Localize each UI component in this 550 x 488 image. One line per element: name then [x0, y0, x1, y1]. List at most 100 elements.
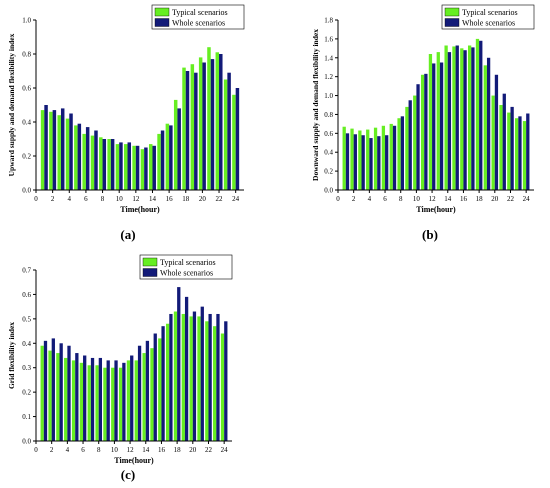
bar-typical-5 — [74, 125, 78, 190]
bar-typical-17 — [165, 323, 170, 441]
x-tick-label: 6 — [81, 446, 85, 454]
bar-whole-13 — [137, 345, 142, 441]
bar-whole-11 — [424, 73, 428, 190]
bar-whole-1 — [43, 340, 48, 441]
bar-whole-15 — [153, 333, 157, 441]
y-tick-label: 1.6 — [324, 35, 333, 43]
x-tick-label: 2 — [50, 446, 54, 454]
bar-whole-6 — [85, 127, 90, 190]
bar-typical-22 — [205, 321, 209, 441]
x-tick-label: 4 — [68, 195, 72, 203]
bar-typical-22 — [507, 112, 511, 190]
bar-whole-10 — [416, 84, 420, 190]
y-tick-label: 0.6 — [324, 130, 333, 138]
x-tick-label: 20 — [189, 446, 197, 454]
bar-whole-22 — [219, 54, 223, 190]
bar-typical-24 — [220, 333, 225, 441]
bar-whole-13 — [439, 62, 444, 190]
bar-typical-3 — [358, 130, 362, 190]
bar-whole-7 — [90, 357, 95, 441]
x-tick-label: 0 — [34, 446, 38, 454]
x-axis-label: Time(hour) — [120, 205, 160, 214]
bar-typical-3 — [56, 353, 60, 441]
bar-typical-18 — [475, 38, 480, 190]
bar-whole-9 — [110, 139, 115, 190]
x-tick-label: 0 — [34, 195, 38, 203]
bar-typical-24 — [522, 121, 527, 190]
bar-typical-13 — [436, 52, 440, 190]
bar-whole-16 — [463, 50, 467, 190]
bar-whole-8 — [400, 116, 405, 190]
bar-typical-19 — [190, 64, 195, 190]
x-tick-label: 24 — [221, 446, 229, 454]
bar-typical-16 — [158, 338, 162, 441]
bar-typical-5 — [71, 360, 76, 441]
bar-whole-19 — [194, 72, 198, 190]
legend: Typical scenarios Whole scenarios — [139, 254, 233, 280]
bar-whole-22 — [208, 313, 212, 441]
legend-label: Whole scenarios — [462, 19, 515, 28]
x-tick-label: 22 — [205, 446, 213, 454]
x-tick-label: 12 — [127, 446, 135, 454]
bar-whole-14 — [145, 340, 150, 441]
y-tick-label: 0.6 — [22, 291, 31, 299]
bar-typical-11 — [420, 74, 425, 190]
bar-typical-8 — [99, 137, 103, 190]
bar-typical-21 — [207, 47, 211, 191]
bar-typical-8 — [397, 118, 401, 190]
legend-swatch — [154, 7, 170, 17]
x-tick-label: 2 — [51, 195, 55, 203]
panel-label-c: (c) — [121, 467, 135, 482]
bar-typical-23 — [213, 326, 217, 441]
bar-whole-1 — [345, 133, 350, 190]
bar-whole-11 — [127, 142, 132, 190]
x-tick-label: 8 — [97, 446, 101, 454]
bar-whole-1 — [44, 105, 48, 190]
legend-swatch — [142, 268, 158, 277]
bar-typical-12 — [428, 54, 433, 190]
bar-whole-14 — [447, 52, 452, 190]
bar-typical-2 — [48, 350, 52, 441]
x-tick-label: 20 — [491, 195, 499, 203]
bar-typical-4 — [366, 129, 370, 190]
bar-whole-22 — [510, 106, 514, 190]
bar-typical-10 — [115, 144, 120, 190]
bar-typical-16 — [460, 48, 464, 190]
bar-typical-18 — [173, 311, 178, 441]
legend-swatch — [142, 257, 158, 267]
bar-typical-21 — [197, 316, 201, 441]
bar-whole-8 — [98, 357, 103, 441]
x-tick-label: 10 — [111, 446, 119, 454]
bar-whole-23 — [518, 116, 522, 190]
bar-typical-14 — [148, 144, 153, 190]
bar-whole-7 — [94, 130, 98, 190]
bar-typical-14 — [444, 45, 448, 190]
x-tick-label: 18 — [476, 195, 484, 203]
x-tick-label: 4 — [66, 446, 70, 454]
y-axis-label: Grid flexibility index — [7, 322, 16, 389]
x-tick-label: 14 — [149, 195, 157, 203]
bar-typical-6 — [381, 125, 386, 190]
bar-whole-23 — [216, 313, 220, 441]
bar-typical-18 — [182, 67, 186, 190]
y-tick-label: 0.2 — [22, 153, 31, 161]
y-tick-label: 0.6 — [22, 85, 31, 93]
legend-swatch — [154, 18, 170, 27]
legend-label: Typical scenarios — [172, 8, 228, 17]
y-tick-label: 1.8 — [324, 17, 333, 25]
bar-whole-21 — [200, 306, 204, 441]
y-tick-label: 0.8 — [324, 111, 333, 119]
bar-typical-5 — [373, 127, 378, 190]
bar-whole-2 — [52, 110, 57, 190]
x-tick-label: 12 — [132, 195, 140, 203]
bar-typical-15 — [452, 46, 456, 190]
bar-whole-15 — [455, 45, 459, 190]
bar-whole-12 — [130, 355, 134, 441]
bar-typical-11 — [118, 367, 123, 441]
x-tick-label: 24 — [523, 195, 531, 203]
bar-whole-2 — [51, 338, 55, 441]
bar-whole-20 — [494, 74, 499, 190]
bar-whole-19 — [184, 296, 189, 441]
bar-typical-1 — [40, 110, 45, 190]
bar-typical-6 — [82, 133, 86, 190]
